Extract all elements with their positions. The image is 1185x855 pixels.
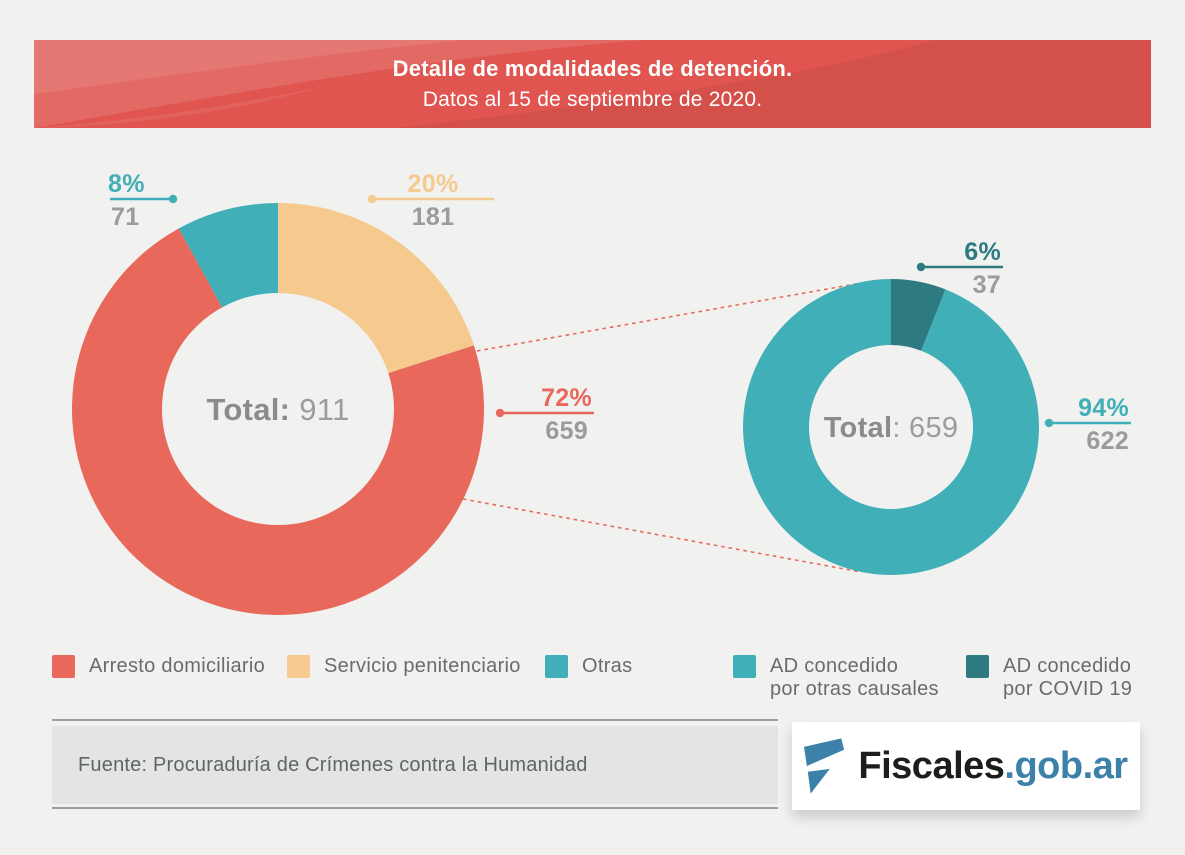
segment-ad-concedido-por-otras-causales bbox=[743, 279, 1039, 575]
callout-value-arresto: 659 bbox=[545, 417, 588, 445]
callout-percent-otras-causales: 94% bbox=[1078, 394, 1129, 422]
callout-value-servicio: 181 bbox=[411, 203, 455, 231]
callout-dot bbox=[916, 262, 926, 272]
legend-label-servicio: Servicio penitenciario bbox=[324, 655, 521, 677]
legend-swatch-otras bbox=[545, 655, 568, 678]
legend-item-otras: Otras bbox=[545, 655, 632, 678]
header-banner: Detalle de modalidades de detención. Dat… bbox=[34, 40, 1151, 128]
source-text: Fuente: Procuraduría de Crímenes contra … bbox=[78, 753, 588, 776]
page-title: Detalle de modalidades de detención. bbox=[392, 55, 793, 81]
legend-swatch-ad-covid bbox=[966, 655, 989, 678]
segment-ad-concedido-por-covid-19 bbox=[891, 279, 946, 351]
total-left-value: 911 bbox=[290, 392, 350, 427]
legend-label-otras: Otras bbox=[582, 655, 633, 677]
callout-value-otras: 71 bbox=[111, 203, 140, 231]
callout-value-covid: 37 bbox=[972, 271, 1001, 299]
legend-swatch-servicio bbox=[287, 655, 310, 678]
legend-item-ad-covid: AD concedido por COVID 19 bbox=[966, 655, 1132, 701]
legend-swatch-ad-otras bbox=[733, 655, 756, 678]
callout-percent-servicio: 20% bbox=[407, 170, 459, 198]
callout-dot bbox=[1044, 418, 1054, 428]
fiscales-f-icon bbox=[804, 738, 845, 794]
legend-item-ad-otras-causales: AD concedido por otras causales bbox=[733, 655, 939, 701]
legend-label-ad-covid: AD concedido por COVID 19 bbox=[1003, 655, 1133, 700]
banner-background-waves bbox=[34, 40, 1151, 128]
segment-arresto-domiciliario bbox=[71, 228, 485, 615]
segment-otras bbox=[178, 203, 278, 308]
legend-label-arresto: Arresto domiciliario bbox=[89, 655, 266, 677]
source-box: Fuente: Procuraduría de Crímenes contra … bbox=[52, 726, 778, 804]
header-text: Detalle de modalidades de detención. Dat… bbox=[34, 40, 1151, 128]
total-right-value: : 659 bbox=[892, 412, 959, 444]
total-left-label: Total: bbox=[206, 392, 291, 427]
callout-percent-otras: 8% bbox=[108, 170, 145, 198]
callout-value-otras-causales: 622 bbox=[1086, 427, 1129, 455]
legend-item-servicio-penitenciario: Servicio penitenciario bbox=[287, 655, 521, 678]
divider-top bbox=[52, 719, 778, 721]
total-right-label: Total bbox=[823, 412, 893, 444]
legend-swatch-arresto bbox=[52, 655, 75, 678]
page-subtitle: Datos al 15 de septiembre de 2020. bbox=[422, 87, 763, 111]
segment-servicio-penitenciario bbox=[278, 203, 474, 374]
callout-dot bbox=[168, 194, 178, 204]
callout-dot bbox=[367, 194, 377, 204]
callout-percent-arresto: 72% bbox=[541, 384, 592, 412]
fiscales-logo-text: Fiscales.gob.ar bbox=[858, 744, 1128, 787]
zoom-connector-line bbox=[476, 282, 862, 352]
donut-chart-modalidades-de-detencion bbox=[71, 203, 485, 615]
callout-dot bbox=[495, 408, 505, 418]
donut-chart-detalle-arresto-domiciliario bbox=[743, 279, 1039, 575]
total-left: Total: 911 bbox=[158, 392, 398, 428]
fiscales-logo: Fiscales.gob.ar bbox=[792, 722, 1140, 810]
legend-label-ad-otras: AD concedido por otras causales bbox=[770, 655, 939, 700]
callout-percent-covid: 6% bbox=[964, 238, 1001, 266]
total-right: Total: 659 bbox=[791, 412, 991, 445]
divider-bottom bbox=[52, 807, 778, 809]
legend-item-arresto-domiciliario: Arresto domiciliario bbox=[52, 655, 265, 678]
